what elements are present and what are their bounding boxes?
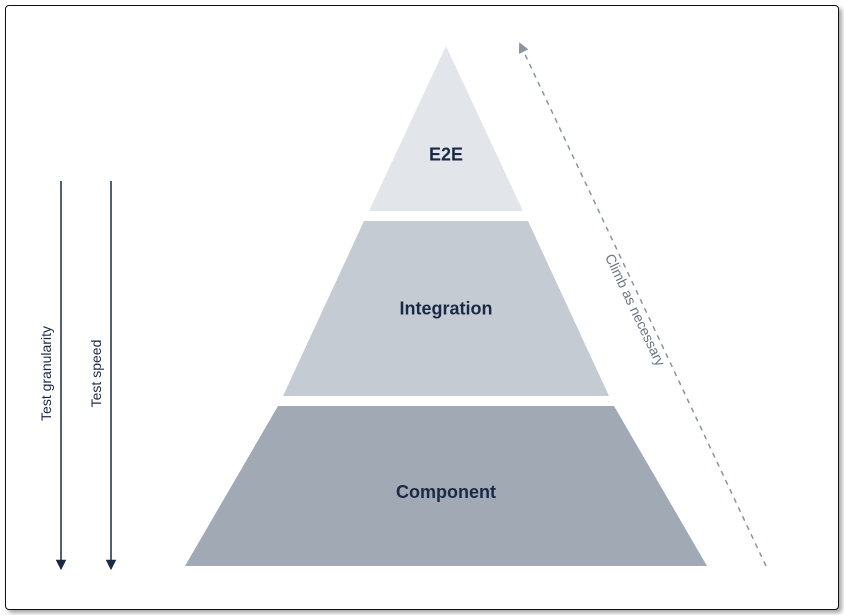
pyramid-label-integration: Integration bbox=[400, 299, 493, 319]
test-pyramid-diagram: E2E Integration Component Test granulari… bbox=[6, 6, 838, 609]
pyramid-layer-e2e bbox=[369, 46, 523, 211]
diagram-frame: E2E Integration Component Test granulari… bbox=[5, 5, 839, 610]
pyramid-label-e2e: E2E bbox=[429, 145, 463, 165]
pyramid-label-component: Component bbox=[396, 482, 496, 502]
test-granularity-label: Test granularity bbox=[38, 326, 54, 421]
climb-label: Climb as necessary bbox=[602, 251, 669, 368]
test-speed-label: Test speed bbox=[88, 340, 104, 408]
